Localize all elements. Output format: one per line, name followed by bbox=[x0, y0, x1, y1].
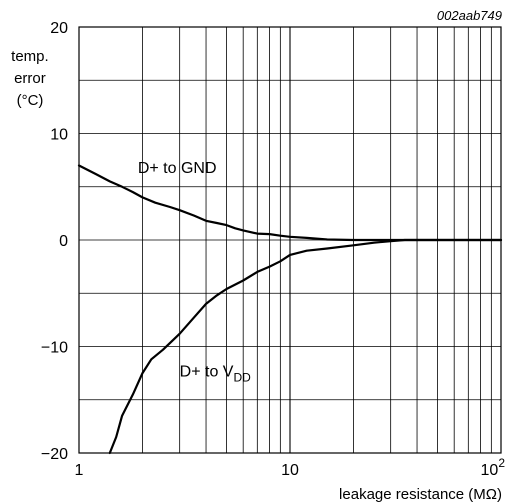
y-axis-label-line-3: (°C) bbox=[17, 92, 44, 109]
series-annotation-subscript: DD bbox=[233, 370, 251, 384]
x-tick-label-exponent: 2 bbox=[498, 456, 505, 470]
figure-id: 002aab749 bbox=[437, 8, 502, 23]
series-annotation-d-plus-to-gnd: D+ to GND bbox=[138, 160, 217, 177]
y-tick-label: 10 bbox=[50, 127, 68, 144]
y-tick-label: 20 bbox=[50, 20, 68, 37]
series-line-d-plus-to-vdd bbox=[108, 238, 503, 455]
tick-labels: 20 10 0 −10 −20 1 10 102 bbox=[41, 20, 505, 479]
series-annotations: D+ to GND D+ to VDD bbox=[138, 160, 251, 384]
y-axis-label-line-2: error bbox=[14, 70, 46, 87]
y-tick-label: 0 bbox=[59, 233, 68, 250]
x-tick-label: 10 bbox=[281, 462, 299, 479]
series-annotation-d-plus-to-vdd: D+ to VDD bbox=[180, 363, 251, 384]
y-tick-label: −20 bbox=[41, 446, 68, 463]
series-lines bbox=[77, 164, 503, 455]
series-line-d-plus-to-gnd bbox=[77, 164, 503, 242]
x-tick-label: 102 bbox=[481, 456, 506, 479]
y-axis-label: temp. error (°C) bbox=[11, 48, 53, 109]
y-axis-label-line-1: temp. bbox=[11, 48, 49, 65]
plot-frame bbox=[78, 26, 502, 454]
y-tick-label: −10 bbox=[41, 340, 68, 357]
x-axis-label: leakage resistance (MΩ) bbox=[339, 486, 502, 503]
x-tick-label: 1 bbox=[75, 462, 84, 479]
